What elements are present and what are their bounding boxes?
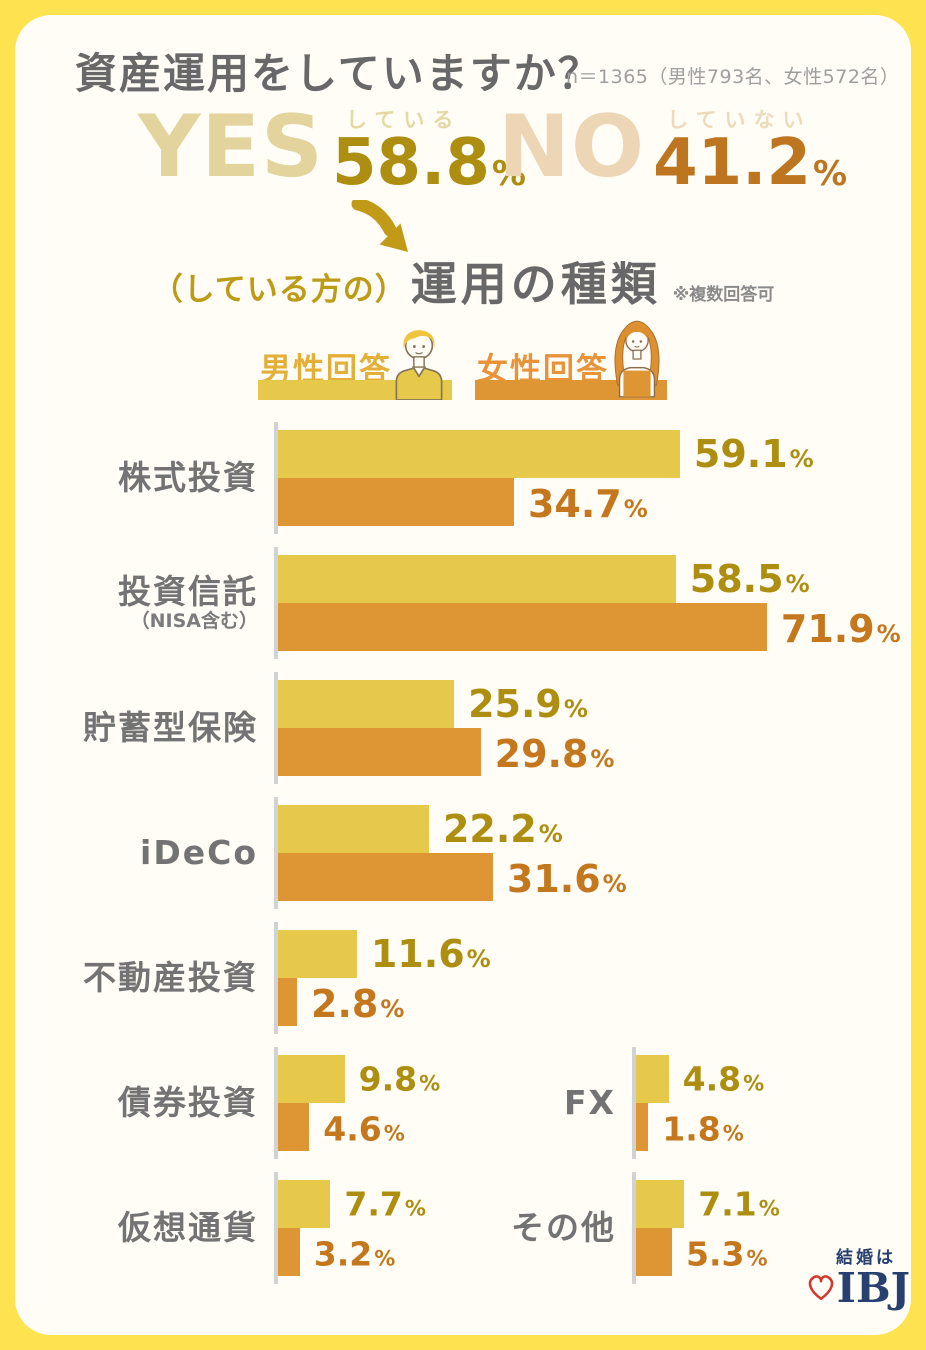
no-word: NO [498, 97, 646, 198]
subtitle-prefix: （している方の） [151, 272, 407, 308]
summary-yes: YES している 58.8 % [138, 97, 526, 200]
bar-male-株式投資 [278, 430, 680, 478]
bar-male-貯蓄型保険 [278, 680, 455, 728]
bar-male-投資信託 [278, 555, 676, 603]
category-label: 不動産投資 [83, 958, 258, 998]
summary-no: NO していない 41.2 % [498, 97, 848, 200]
female-value-label: 3.2% [313, 1234, 396, 1274]
male-value-label: 59.1% [693, 432, 814, 476]
axis-line [274, 797, 278, 909]
category-label: 仮想通貨 [118, 1208, 258, 1248]
bar-female-投資信託 [278, 603, 767, 651]
female-person-icon [606, 316, 668, 400]
yes-value: 58.8 [331, 126, 490, 200]
male-value-label: 7.1% [698, 1184, 780, 1224]
female-value-label: 4.6% [323, 1109, 405, 1149]
male-value-label: 9.8% [358, 1059, 441, 1099]
category-label: 債券投資 [118, 1083, 258, 1123]
male-value-label: 25.9% [468, 682, 588, 726]
axis-line [632, 1172, 636, 1284]
logo-text: IBJ [836, 1264, 910, 1312]
male-value-label: 58.5% [689, 557, 810, 601]
ibj-logo: 結婚は IBJ [798, 1243, 910, 1309]
female-value-label: 71.9% [780, 607, 901, 651]
bar-female-その他 [636, 1228, 673, 1276]
male-value-label: 22.2% [442, 807, 563, 851]
bar-female-株式投資 [278, 478, 514, 526]
axis-line [274, 1047, 278, 1159]
no-unit: % [813, 153, 848, 194]
yes-word: YES [138, 97, 324, 198]
axis-line [274, 422, 278, 534]
content-card [15, 15, 911, 1335]
no-value: 41.2 [653, 126, 811, 200]
female-value-label: 2.8% [311, 982, 405, 1026]
female-value-label: 29.8% [494, 732, 615, 776]
category-label: iDeCo [140, 833, 258, 873]
bar-female-債券投資 [278, 1103, 310, 1151]
category-label: その他 [511, 1208, 616, 1248]
category-label: 貯蓄型保険 [83, 708, 258, 748]
no-annotation: していない [667, 108, 812, 132]
female-value-label: 31.6% [506, 857, 627, 901]
yes-annotation: している [345, 108, 462, 132]
axis-line [632, 1047, 636, 1159]
bar-male-債券投資 [278, 1055, 345, 1103]
bar-male-FX [636, 1055, 669, 1103]
axis-line [274, 1172, 278, 1284]
bar-male-仮想通貨 [278, 1180, 331, 1228]
bar-female-iDeCo [278, 853, 493, 901]
logo-tagline: 結婚は [836, 1248, 896, 1268]
bar-male-iDeCo [278, 805, 429, 853]
page-title: 資産運用をしていますか？ [75, 49, 602, 98]
female-value-label: 5.3% [686, 1234, 768, 1274]
category-label: FX [564, 1083, 616, 1123]
curved-arrow-icon [348, 197, 418, 260]
male-value-label: 11.6% [370, 932, 491, 976]
bar-female-FX [636, 1103, 649, 1151]
category-label: 株式投資 [118, 458, 258, 498]
female-value-label: 34.7% [527, 482, 648, 526]
male-value-label: 7.7% [344, 1184, 426, 1224]
bar-female-貯蓄型保険 [278, 728, 481, 776]
subtitle-note: ※複数回答可 [672, 285, 775, 305]
heart-icon [805, 1271, 837, 1307]
category-label: 投資信託 （NISA含む） [118, 572, 258, 633]
axis-line [274, 922, 278, 1034]
male-person-icon [388, 326, 450, 401]
female-value-label: 1.8% [662, 1109, 744, 1149]
yes-unit: % [491, 153, 526, 194]
subtitle-main: 運用の種類 [410, 257, 661, 311]
bar-male-その他 [636, 1180, 685, 1228]
bar-male-不動産投資 [278, 930, 357, 978]
bar-female-仮想通貨 [278, 1228, 300, 1276]
axis-line [274, 547, 278, 659]
sample-size-note: n＝1365（男性793名、女性572名） [566, 66, 900, 88]
male-value-label: 4.8% [682, 1059, 765, 1099]
bar-female-不動産投資 [278, 978, 298, 1026]
section-subtitle: （している方の） 運用の種類 ※複数回答可 [0, 248, 926, 314]
axis-line [274, 672, 278, 784]
